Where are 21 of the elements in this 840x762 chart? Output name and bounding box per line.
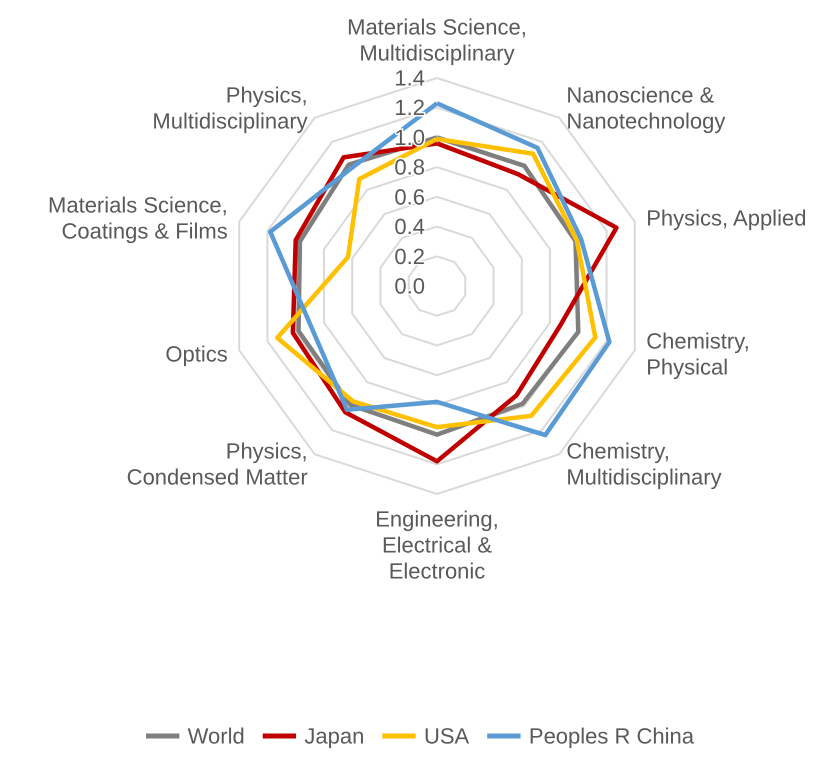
spoke-label: Chemistry, Multidisciplinary [566,438,722,490]
y-tick-label: 0.6 [394,184,425,210]
spoke-label: Engineering, Electrical & Electronic [375,506,499,584]
y-tick-label: 0.0 [394,274,425,298]
y-tick-label: 1.2 [394,95,425,120]
y-tick-label: 1.4 [394,66,425,90]
spoke-label: Optics [165,341,228,366]
y-tick-label: 0.8 [394,154,425,180]
legend-label: USA [424,724,470,748]
y-tick-label: 0.4 [394,214,425,240]
legend-label: Japan [304,724,364,748]
spoke-label: Chemistry, Physical [646,328,750,380]
spoke-label: Nanoscience & Nanotechnology [566,82,726,134]
legend-label: World [188,724,245,748]
spoke-label: Physics, Applied [646,206,806,231]
legend-label: Peoples R China [528,724,695,748]
spoke-label: Materials Science, Coatings & Films [48,192,228,244]
spoke-label: Materials Science, Multidisciplinary [347,14,527,66]
spoke-label: Physics, Multidisciplinary [152,82,308,134]
spoke-label: Physics, Condensed Matter [126,438,308,490]
y-tick-label: 0.2 [394,244,425,269]
